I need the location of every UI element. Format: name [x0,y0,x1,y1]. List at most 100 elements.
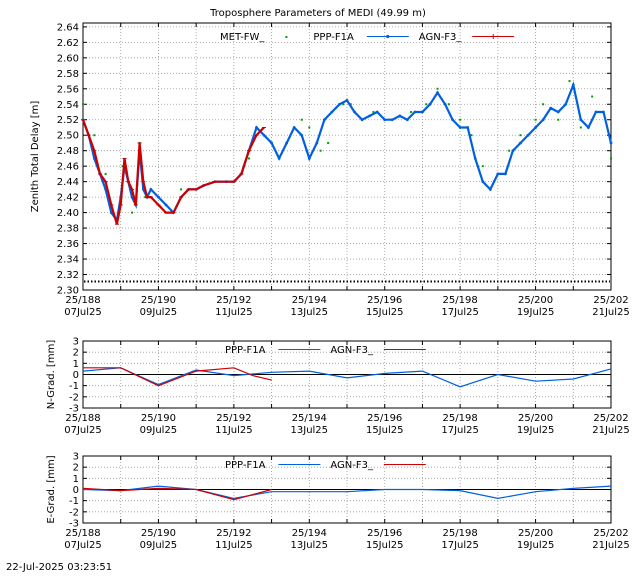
y-axis-label: E-Grad. [mm] [46,455,57,523]
x-tick-week-label: 25/194 [292,528,327,539]
series-line-agn-f3- [82,487,272,501]
met-point [180,188,183,191]
ppp-point [436,91,439,95]
met-point [542,103,545,106]
x-tick-date-label: 07Jul25 [64,307,102,318]
x-tick-week-label: 25/196 [367,413,402,424]
x-tick-date-label: 07Jul25 [64,425,102,436]
legend-label: AGN-F3_ [330,345,374,356]
ppp-point [368,114,372,118]
x-tick-date-label: 15Jul25 [366,307,404,318]
ppp-point [277,157,281,160]
x-tick-week-label: 25/196 [367,295,402,306]
legend-label: MET-FW_ [220,32,265,43]
ppp-point [292,126,296,129]
met-point [610,157,612,160]
ppp-point [413,110,417,114]
y-tick-label: 2.62 [57,38,79,49]
x-tick-week-label: 25/194 [292,413,327,424]
x-tick-week-label: 25/198 [443,528,478,539]
x-tick-week-label: 25/200 [518,528,553,539]
y-tick-label: 2 [73,348,79,359]
met-point [579,126,582,129]
x-tick-date-label: 17Jul25 [441,425,479,436]
y-tick-label: 2.44 [57,177,79,188]
ppp-point [571,83,575,87]
x-tick-date-label: 19Jul25 [517,307,555,318]
met-point [131,211,134,214]
x-tick-week-label: 25/198 [443,413,478,424]
x-tick-week-label: 25/202 [593,295,628,306]
legend-label: PPP-F1A [313,32,354,43]
y-tick-label: 2.52 [57,115,79,126]
ppp-point [488,187,492,191]
x-tick-date-label: 11Jul25 [215,540,253,551]
y-tick-label: 2.64 [57,22,79,33]
met-point [104,172,107,175]
met-point [300,118,303,121]
ppp-point [586,126,590,129]
ppp-point [443,102,447,106]
y-tick-label: 2.54 [57,100,79,111]
y-tick-label: 2.60 [57,53,79,64]
x-tick-week-label: 25/188 [65,413,100,424]
x-tick-date-label: 15Jul25 [366,540,404,551]
x-tick-week-label: 25/200 [518,413,553,424]
x-tick-date-label: 09Jul25 [140,307,178,318]
x-tick-date-label: 07Jul25 [64,540,102,551]
met-point [327,141,330,144]
y-tick-label: -2 [69,507,79,518]
y-tick-label: 2.48 [57,146,79,157]
met-point [557,118,560,121]
x-tick-date-label: 11Jul25 [215,425,253,436]
ppp-point [315,141,319,145]
x-tick-date-label: 13Jul25 [291,307,329,318]
chart-title: Troposphere Parameters of MEDI (49.99 m) [209,8,426,19]
ppp-point [481,180,485,184]
y-tick-label: 2 [73,463,79,474]
met-point [591,95,594,98]
x-tick-week-label: 25/192 [216,528,251,539]
met-point [425,103,428,106]
met-point [508,149,511,152]
ppp-point [405,118,409,122]
met-point [481,165,484,168]
ppp-point [300,133,304,137]
ppp-point [255,126,258,129]
ppp-point [511,149,515,153]
y-tick-label: 2.50 [57,131,79,142]
ppp-point [345,98,349,102]
met-point [470,134,473,137]
y-axis-label: N-Grad. [mm] [46,340,57,410]
ppp-point [307,157,311,160]
x-tick-date-label: 19Jul25 [517,540,555,551]
ppp-point [579,118,583,122]
met-point [247,157,250,160]
ppp-point [353,110,356,114]
y-tick-label: 1 [73,359,79,370]
met-point [342,103,345,106]
met-point [568,80,571,83]
legend-label: AGN-F3_ [419,32,463,43]
legend-label: AGN-F3_ [330,460,374,471]
y-tick-label: 0 [73,370,79,381]
series-line-agn-f3- [83,367,272,387]
y-tick-label: 2.34 [57,255,79,266]
x-tick-week-label: 25/200 [518,295,553,306]
ppp-point [458,126,462,129]
x-tick-week-label: 25/190 [141,295,176,306]
y-axis-label: Zenith Total Delay [m] [30,101,41,213]
x-tick-date-label: 13Jul25 [291,540,329,551]
x-tick-date-label: 17Jul25 [441,540,479,551]
legend-swatch-marker [386,34,390,39]
ppp-point [541,118,545,122]
y-tick-label: -1 [69,496,79,507]
x-tick-week-label: 25/192 [216,295,251,306]
y-tick-label: 0 [73,485,79,496]
y-tick-label: 2.38 [57,224,79,235]
y-tick-label: 2.42 [57,193,79,204]
met-point [534,118,537,121]
